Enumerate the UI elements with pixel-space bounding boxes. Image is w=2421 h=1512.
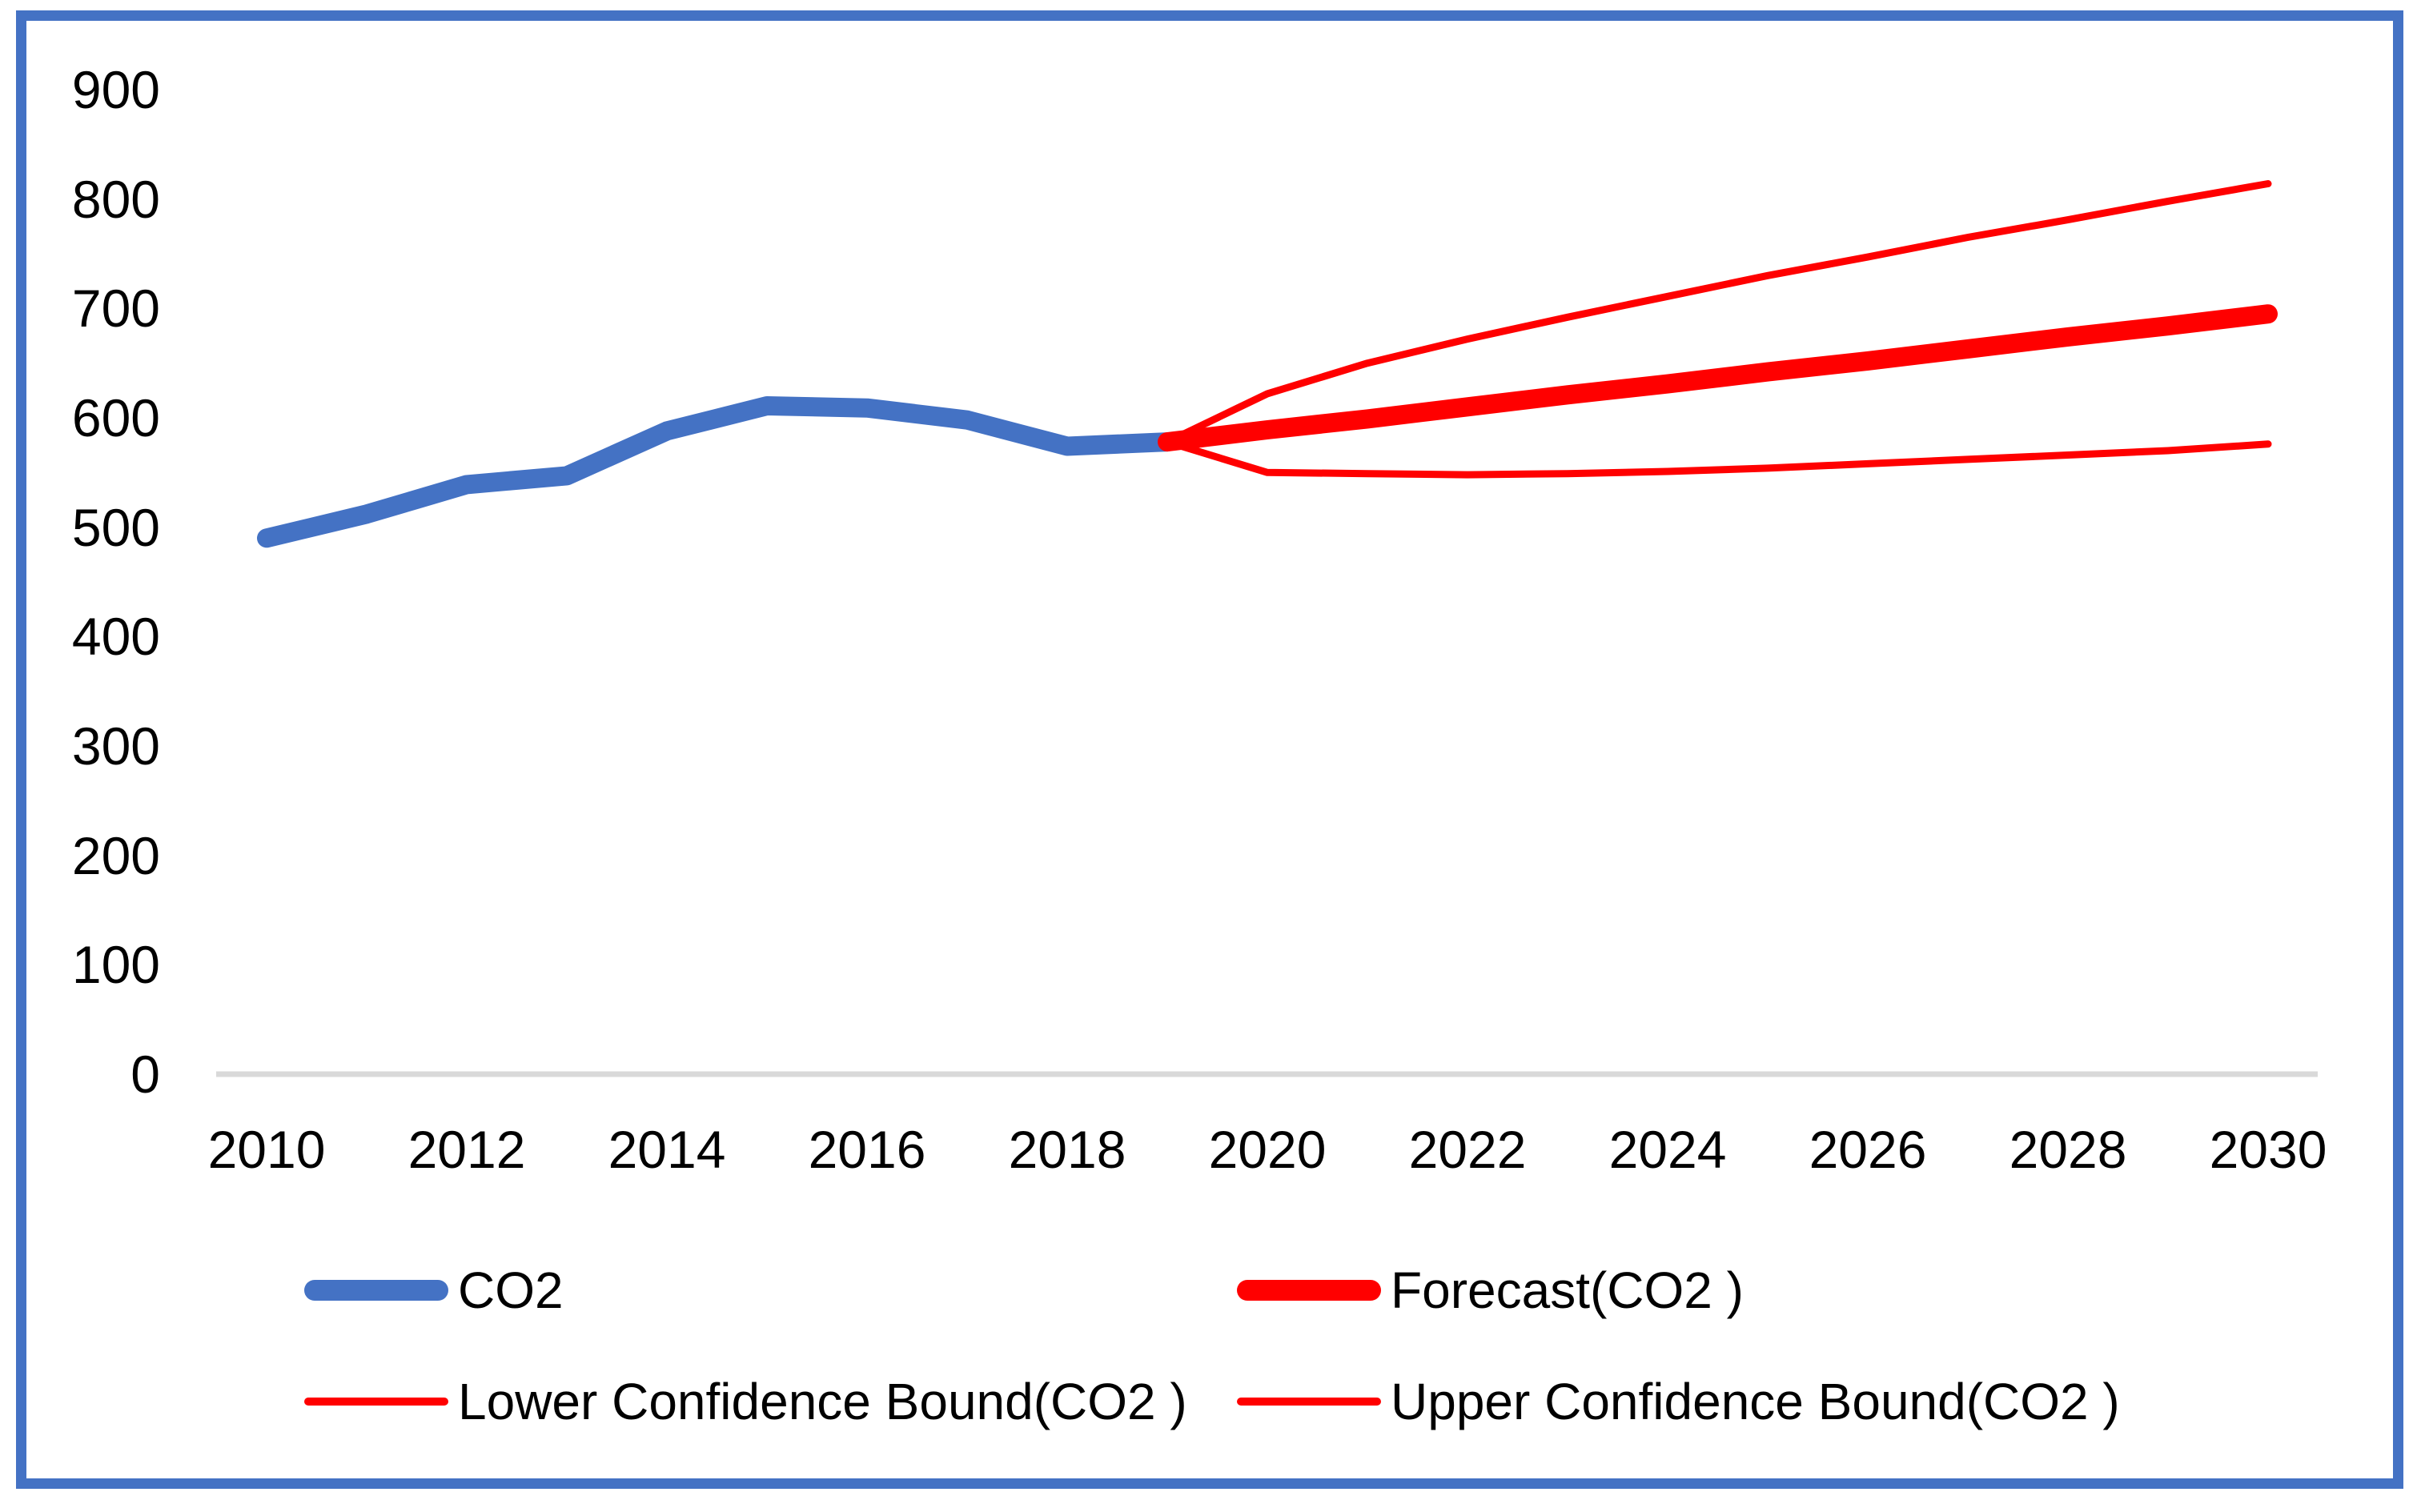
upper-confidence-line	[1163, 180, 2272, 446]
legend-swatch-forecast	[1237, 1280, 1381, 1301]
lower-confidence-line	[1163, 438, 2272, 479]
chart-frame-border	[16, 10, 2403, 1489]
x-tick-label-2018: 2018	[1008, 1120, 1126, 1179]
y-tick-label-0: 0	[130, 1045, 160, 1104]
legend-swatch-lower-bound	[304, 1398, 448, 1406]
x-tick-label-2012: 2012	[408, 1120, 526, 1179]
x-tick-label-2030: 2030	[2209, 1120, 2327, 1179]
forecast-line	[1158, 304, 2278, 452]
legend-swatch-upper-bound	[1237, 1398, 1381, 1406]
y-tick-label-200: 200	[71, 825, 160, 885]
legend-swatch-co2	[304, 1280, 448, 1301]
x-tick-label-2020: 2020	[1208, 1120, 1327, 1179]
y-tick-label-600: 600	[71, 388, 160, 447]
y-tick-label-700: 700	[71, 279, 160, 339]
co2-line	[257, 396, 1177, 548]
y-tick-label-100: 100	[71, 935, 160, 995]
x-tick-label-2010: 2010	[207, 1120, 326, 1179]
x-tick-label-2024: 2024	[1608, 1120, 1727, 1179]
y-tick-label-400: 400	[71, 607, 160, 667]
y-tick-label-500: 500	[71, 497, 160, 557]
x-tick-label-2028: 2028	[2009, 1120, 2127, 1179]
legend-label-upper-bound: Upper Confidence Bound(CO2 )	[1391, 1373, 2120, 1430]
x-tick-label-2022: 2022	[1408, 1120, 1527, 1179]
y-tick-label-900: 900	[71, 60, 160, 119]
x-tick-label-2016: 2016	[808, 1120, 926, 1179]
legend-label-forecast: Forecast(CO2 )	[1391, 1261, 1744, 1319]
legend-label-lower-bound: Lower Confidence Bound(CO2 )	[458, 1373, 1187, 1430]
y-tick-label-800: 800	[71, 169, 160, 229]
x-tick-label-2026: 2026	[1809, 1120, 1927, 1179]
x-tick-label-2014: 2014	[608, 1120, 726, 1179]
y-tick-label-300: 300	[71, 716, 160, 776]
legend-label-co2: CO2	[458, 1261, 564, 1319]
